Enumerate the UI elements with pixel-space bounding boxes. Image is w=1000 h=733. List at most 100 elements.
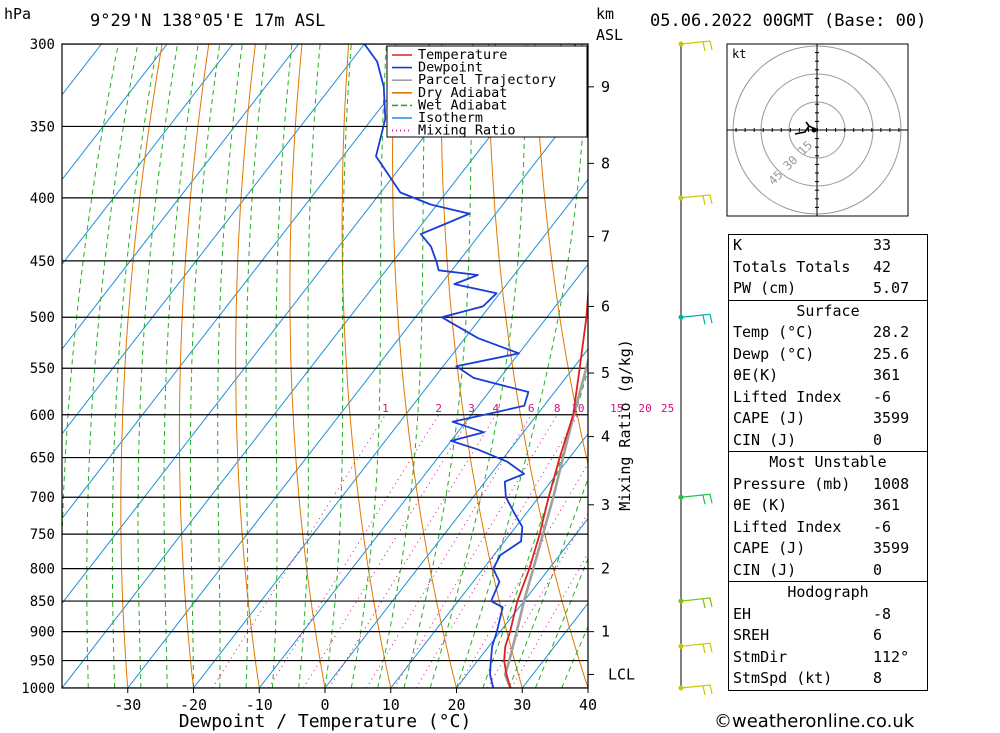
surface-label: Dewp (°C) — [733, 344, 815, 363]
legend-label: Temperature — [418, 47, 507, 63]
legend-label: Parcel Trajectory — [418, 72, 556, 88]
x-tick-label: 10 — [382, 696, 400, 714]
wind-barbs — [678, 40, 713, 696]
index-value: 42 — [873, 257, 892, 276]
hodograph-row: EH -8 — [729, 604, 927, 626]
hodograph-row: StmSpd (kt) 8 — [729, 668, 927, 690]
wet-adiabat-line — [350, 44, 387, 688]
isotherm-line — [62, 44, 365, 435]
wet-adiabat-line — [245, 44, 267, 688]
location-title: 9°29'N 138°05'E 17m ASL — [90, 11, 326, 31]
isotherm-line — [62, 44, 431, 520]
index-row: Totals Totals 42 — [729, 257, 927, 279]
mixing-ratio-label: 25 — [661, 402, 674, 415]
surface-row: Lifted Index -6 — [729, 387, 927, 409]
most-unstable-value: 3599 — [873, 539, 910, 557]
isotherm-line — [62, 44, 234, 266]
most-unstable-row: CIN (J) 0 — [729, 560, 927, 582]
index-value: 33 — [873, 236, 892, 254]
mixing-ratio-label: 1 — [382, 402, 389, 415]
wet-adiabat-line — [189, 44, 221, 688]
pressure-tick-label: 400 — [30, 191, 55, 207]
most-unstable-label: CIN (J) — [733, 560, 797, 579]
km-tick-label: 6 — [601, 297, 610, 315]
x-tick-label: -30 — [114, 696, 141, 714]
isotherm-line — [456, 517, 588, 688]
isotherm-line — [62, 44, 497, 605]
pressure-tick-label: 900 — [30, 625, 55, 641]
parcel-trajectory-line — [503, 356, 588, 688]
wet-adiabat-line — [271, 44, 293, 688]
pressure-tick-label: 750 — [30, 527, 55, 543]
most-unstable-value: 0 — [873, 560, 883, 579]
isotherm-line — [258, 263, 588, 688]
hodograph-value: 8 — [873, 669, 883, 687]
km-tick-label: 9 — [601, 78, 610, 96]
pressure-tick-label: 350 — [30, 119, 55, 135]
mixing-ratio-label: 6 — [528, 402, 535, 415]
dry-adiabat-line — [120, 44, 163, 688]
surface-row: CIN (J) 0 — [729, 430, 927, 452]
surface-value: -6 — [873, 387, 892, 406]
most-unstable-value: 1008 — [873, 474, 910, 493]
hodograph-label: StmDir — [733, 647, 788, 666]
dry-adiabat-line — [178, 44, 210, 688]
index-row: K 33 — [729, 235, 927, 257]
surface-value: 361 — [873, 366, 901, 384]
pressure-tick-label: 300 — [30, 37, 55, 53]
hodograph-value: -8 — [873, 604, 892, 623]
lcl-label: LCL — [608, 665, 635, 683]
wet-adiabat-line — [508, 477, 588, 688]
wet-adiabat-line — [163, 44, 199, 688]
km-tick-label: 4 — [601, 428, 610, 446]
km-tick-label: 7 — [601, 228, 610, 246]
isotherm-line — [127, 94, 588, 688]
hodograph-storm-motion — [811, 127, 817, 133]
most-unstable-row: Pressure (mb) 1008 — [729, 474, 927, 496]
hodograph-value: 112° — [873, 647, 910, 666]
mixing-ratio-label: 10 — [571, 402, 584, 415]
most-unstable-label: Lifted Index — [733, 517, 842, 536]
x-tick-label: 40 — [579, 696, 597, 714]
legend-label: Isotherm — [418, 110, 483, 126]
pressure-tick-label: 800 — [30, 562, 55, 578]
legend-label: Dry Adiabat — [418, 85, 507, 101]
mixing-ratio-line — [456, 462, 588, 688]
x-axis-label: Dewpoint / Temperature (°C) — [179, 711, 472, 732]
x-tick-label: -10 — [246, 696, 273, 714]
km-tick-label: 8 — [601, 154, 610, 172]
index-value: 5.07 — [873, 279, 910, 297]
hodograph-title: Hodograph — [787, 583, 869, 601]
pressure-tick-label: 450 — [30, 254, 55, 270]
x-tick-label: 0 — [320, 696, 329, 714]
surface-label: CIN (J) — [733, 430, 797, 449]
pressure-tick-label: 850 — [30, 594, 55, 610]
wet-adiabat-line — [111, 44, 158, 688]
mixing-ratio-label: 20 — [639, 402, 652, 415]
dry-adiabat-line — [955, 44, 1000, 688]
mixing-ratio-label: 4 — [493, 402, 500, 415]
dry-adiabat-line — [391, 44, 457, 688]
surface-title: Surface — [796, 301, 860, 320]
hodograph-label: SREH — [733, 626, 770, 644]
index-label: PW (cm) — [733, 279, 797, 297]
pressure-tick-label: 950 — [30, 654, 55, 670]
pressure-tick-label: 1000 — [21, 681, 55, 697]
most-unstable-row: θE (K) 361 — [729, 495, 927, 517]
isotherm-line — [62, 44, 168, 181]
pressure-tick-label: 700 — [30, 490, 55, 506]
surface-label: CAPE (J) — [733, 409, 806, 427]
wet-adiabat-line — [429, 44, 527, 688]
km-tick-label: 3 — [601, 496, 610, 514]
mixing-ratio-label: 3 — [468, 402, 475, 415]
mixing-ratio-label: 8 — [554, 402, 561, 415]
surface-row: θE(K) 361 — [729, 365, 927, 387]
wet-adiabat-line — [62, 44, 119, 688]
surface-value: 28.2 — [873, 323, 910, 341]
legend-label: Dewpoint — [418, 60, 483, 76]
most-unstable-label: CAPE (J) — [733, 539, 806, 557]
credit: ©weatheronline.co.uk — [714, 711, 915, 732]
isotherm-line — [390, 432, 588, 688]
